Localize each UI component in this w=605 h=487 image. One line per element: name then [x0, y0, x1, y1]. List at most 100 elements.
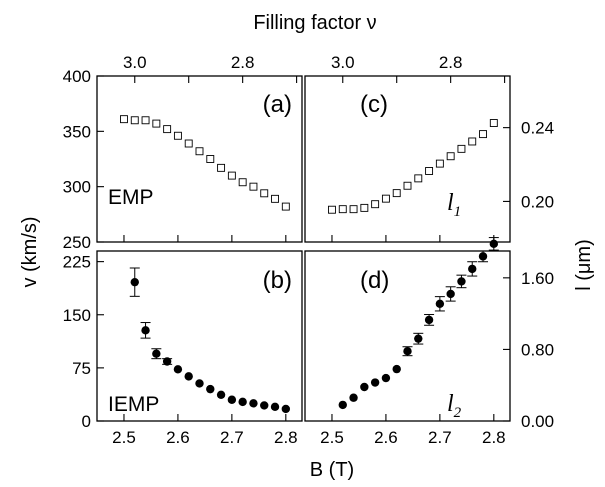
- y-tick-label: 300: [63, 178, 91, 197]
- panel-label: (c): [360, 91, 388, 118]
- data-series: [328, 119, 498, 214]
- data-point: [381, 194, 390, 203]
- data-point: [120, 115, 128, 124]
- top-tick-label: 3.0: [331, 53, 355, 72]
- data-point: [281, 404, 291, 414]
- panel-d: 2.5 2.6 2.7 2.8 0.00 0.80 1.60 (d) l2: [304, 237, 554, 447]
- x-tick-label: 2.6: [166, 428, 190, 447]
- panel-a: 250 300 350 400 3.0 2.8 (a) EMP: [63, 53, 303, 252]
- data-point: [457, 277, 466, 286]
- plot-frame: [304, 250, 511, 422]
- data-point: [392, 364, 401, 374]
- data-point: [414, 174, 423, 183]
- data-point: [216, 390, 226, 399]
- data-point: [468, 264, 477, 274]
- data-point: [162, 357, 172, 366]
- data-point: [489, 239, 499, 249]
- data-point: [371, 200, 380, 209]
- data-point: [381, 373, 391, 383]
- annotation-symbol: l: [447, 190, 454, 216]
- panel-annotation: l1: [447, 190, 461, 220]
- data-point: [349, 205, 358, 214]
- data-point: [152, 119, 161, 128]
- x-tick-label: 2.8: [274, 428, 298, 447]
- top-axis-title: Filling factor ν: [253, 12, 376, 34]
- data-point: [130, 116, 139, 125]
- x-tick-label: 2.6: [374, 428, 398, 447]
- panel-label: (a): [263, 91, 292, 118]
- bottom-axis-title: B (T): [310, 459, 354, 481]
- data-point: [281, 202, 290, 211]
- left-axis-title: v (km/s): [19, 216, 41, 287]
- y-tick-label: 0.00: [521, 412, 554, 431]
- data-point: [130, 277, 139, 287]
- data-point: [238, 397, 247, 407]
- y-tick-label: 0.80: [521, 340, 554, 359]
- data-point: [173, 365, 183, 374]
- data-point: [435, 299, 445, 308]
- data-point: [206, 155, 215, 163]
- data-point: [184, 372, 193, 381]
- data-point: [227, 395, 237, 404]
- data-point: [392, 189, 401, 198]
- y-tick-label: 0: [82, 412, 91, 431]
- data-point: [206, 384, 215, 394]
- y-tick-label: 400: [63, 67, 91, 86]
- data-point: [425, 167, 434, 175]
- data-series: [129, 267, 291, 414]
- data-point: [360, 203, 369, 212]
- data-point: [238, 178, 247, 187]
- data-point: [435, 159, 444, 168]
- plot-frame: [304, 75, 511, 243]
- panel-annotation: EMP: [108, 186, 154, 209]
- data-point: [446, 289, 455, 299]
- data-point: [260, 189, 269, 198]
- data-point: [217, 163, 226, 172]
- y-tick-label: 0.24: [521, 119, 554, 138]
- data-point: [227, 171, 236, 180]
- x-tick-label: 2.8: [482, 428, 506, 447]
- data-point: [403, 347, 412, 356]
- data-point: [163, 125, 172, 134]
- panel-annotation: IEMP: [108, 393, 159, 416]
- data-point: [414, 334, 423, 343]
- data-point: [249, 399, 258, 408]
- data-point: [479, 130, 487, 139]
- y-tick-label: 150: [63, 306, 91, 325]
- top-tick-label: 2.8: [439, 53, 463, 72]
- data-point: [152, 349, 161, 358]
- data-point: [478, 252, 488, 261]
- x-tick-label: 2.7: [220, 428, 244, 447]
- data-point: [468, 137, 477, 146]
- data-point: [141, 116, 150, 125]
- y-tick-label: 75: [72, 359, 91, 378]
- data-point: [403, 181, 412, 190]
- data-series: [120, 115, 290, 211]
- annotation-subscript: 2: [454, 405, 462, 421]
- data-point: [328, 205, 336, 214]
- data-point: [349, 393, 358, 402]
- top-tick-label: 3.0: [123, 53, 147, 72]
- annotation-symbol: l: [447, 391, 454, 417]
- panel-c: 0.20 0.24 3.0 2.8 (c) l1: [304, 53, 554, 243]
- data-point: [360, 382, 369, 392]
- data-point: [260, 401, 269, 410]
- data-point: [424, 315, 434, 325]
- panel-label: (d): [360, 267, 389, 294]
- data-point: [489, 119, 498, 127]
- panel-annotation: l2: [447, 391, 462, 421]
- data-point: [249, 182, 258, 191]
- data-point: [271, 194, 279, 203]
- x-tick-label: 2.7: [428, 428, 452, 447]
- data-point: [141, 326, 150, 335]
- y-tick-label: 350: [63, 122, 91, 141]
- plot-frame: [96, 75, 303, 243]
- data-point: [195, 379, 204, 388]
- right-axis-title: l (μm): [573, 239, 595, 291]
- data-point: [270, 402, 280, 412]
- panel-b: 2.5 2.6 2.7 2.8 0 75 150 225 (b) IEMP: [63, 250, 303, 447]
- data-point: [338, 400, 347, 410]
- x-tick-label: 2.5: [320, 428, 344, 447]
- data-series: [338, 237, 499, 410]
